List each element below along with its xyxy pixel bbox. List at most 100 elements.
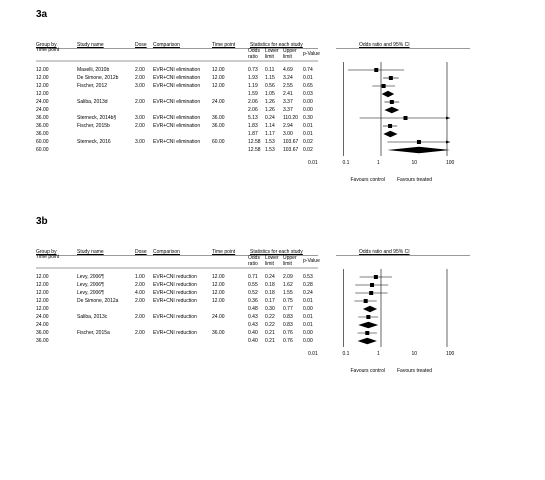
study-cell: Maselli, 2010b [77,66,110,73]
stat-cell: 0.03 [303,90,313,97]
col-header: Statistics for each study [250,42,303,48]
stat-cell: 1.83 [248,122,258,129]
stat-cell: 0.01 [303,321,313,328]
stat-cell: 1.55 [283,289,293,296]
dose-cell: 3.00 [135,114,145,121]
stat-cell: 2.06 [248,106,258,113]
point-estimate [388,124,393,128]
study-cell: Fischer, 2015a [77,329,110,336]
dose-cell: 4.00 [135,289,145,296]
time-cell: 24.00 [212,313,225,320]
dose-cell: 2.00 [135,66,145,73]
time-cell: 12.00 [212,82,225,89]
summary-diamond [362,305,378,313]
ci-group [355,291,388,295]
group-cell: 12.00 [36,297,49,304]
col-header: Upper limit [283,48,297,60]
summary-diamond [383,130,398,138]
stat-cell: 0.22 [265,313,275,320]
stat-cell: 0.18 [265,281,275,288]
time-cell: 24.00 [212,98,225,105]
stat-cell: 0.74 [303,66,313,73]
stat-cell: 0.76 [283,337,293,344]
study-cell: De Simone, 2012a [77,297,119,304]
time-cell: 12.00 [212,66,225,73]
col-header: Upper limit [283,255,297,267]
stat-cell: 1.14 [265,122,275,129]
stat-cell: 0.00 [303,98,313,105]
stat-cell: 12.58 [248,138,261,145]
comparison-cell: EVR+CNI reduction [153,273,197,280]
stat-cell: 2.09 [283,273,293,280]
stat-cell: 0.00 [303,329,313,336]
ci-group [372,84,396,88]
panel-label: 3a [36,9,48,20]
time-cell: 12.00 [212,74,225,81]
comparison-cell: EVR+CNI reduction [153,329,197,336]
x-tick-label: 0.01 [308,351,318,357]
stat-cell: 0.52 [248,289,258,296]
ci-group [359,116,450,120]
group-cell: 36.00 [36,114,49,121]
comparison-cell: EVR+CNI reduction [153,281,197,288]
ci-arrow [446,116,450,120]
ci-group [387,146,450,154]
comparison-cell: EVR+CNI elimination [153,82,201,89]
col-header: Comparison [153,42,180,48]
time-cell: 36.00 [212,114,225,121]
stat-cell: 1.26 [265,106,275,113]
stat-cell: 0.01 [303,122,313,129]
stat-cell: 0.18 [265,289,275,296]
stat-cell: 0.65 [303,82,313,89]
time-cell: 36.00 [212,329,225,336]
stat-cell: 1.53 [265,138,275,145]
comparison-cell: EVR+CNI reduction [153,289,197,296]
group-cell: 36.00 [36,130,49,137]
stat-cell: 12.58 [248,146,261,153]
dose-cell: 2.00 [135,297,145,304]
study-cell: Levy, 2006¶ [77,273,104,280]
time-cell: 60.00 [212,138,225,145]
stat-cell: 1.93 [248,74,258,81]
x-tick-label: 1 [377,160,380,166]
col-header: Study name [77,249,104,255]
study-cell: Saliba, 2013d [77,98,108,105]
ci-group [382,124,398,128]
col-header: Group by [36,42,57,48]
ci-group [347,68,405,72]
ci-group [355,283,389,287]
x-tick-label: 1 [377,351,380,357]
col-header: Odds ratio and 95% CI [359,42,410,48]
group-cell: 60.00 [36,146,49,153]
stat-cell: 110.20 [283,114,298,121]
group-cell: 12.00 [36,90,49,97]
stat-cell: 0.56 [265,82,275,89]
x-tick-label: 10 [411,351,418,357]
stat-cell: 2.55 [283,82,293,89]
point-estimate [388,76,393,80]
group-cell: 60.00 [36,138,49,145]
study-cell: Levy, 2006¶ [77,289,104,296]
study-cell: Fischer, 2012 [77,82,108,89]
col-header: Group by [36,249,57,255]
group-cell: 24.00 [36,313,49,320]
stat-cell: 1.19 [248,82,258,89]
stat-cell: 0.24 [265,273,275,280]
group-cell: 12.00 [36,66,49,73]
col-header: Odds ratio and 95% CI [359,249,410,255]
point-estimate [403,116,408,120]
summary-diamond [387,146,450,154]
study-cell: Levy, 2006¶ [77,281,104,288]
col-header: Statistics for each study [250,249,303,255]
point-estimate [373,275,378,279]
comparison-cell: EVR+CNI reduction [153,313,197,320]
stat-cell: 0.22 [265,321,275,328]
ci-arrow [446,140,450,144]
group-cell: 12.00 [36,289,49,296]
dose-cell: 3.00 [135,138,145,145]
point-estimate [365,331,370,335]
stat-cell: 2.94 [283,122,293,129]
stat-cell: 0.73 [248,66,258,73]
time-cell: 12.00 [212,281,225,288]
